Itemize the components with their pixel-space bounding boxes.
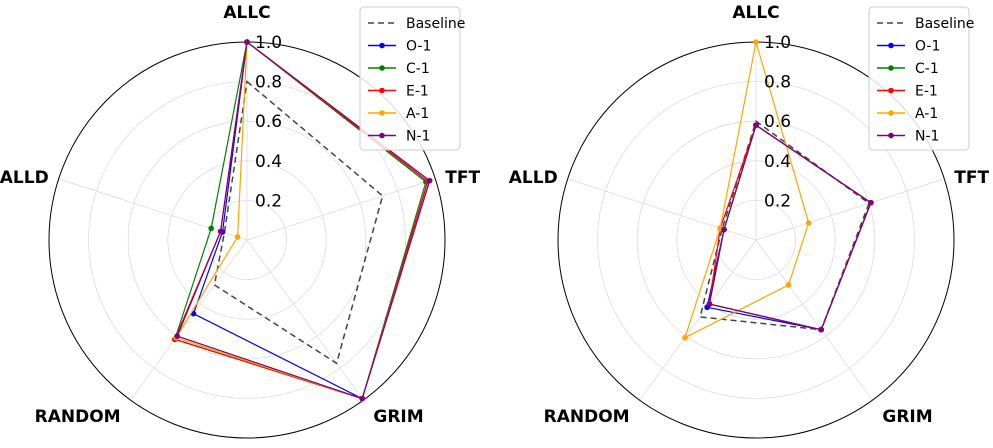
data-point-n-1	[818, 326, 824, 333]
legend-marker-o-1	[888, 42, 894, 49]
radar-chart-2: 0.2 0.4 0.6 0.8 1.0 ALLC TFT GRIM RANDOM ALLD Base…	[509, 3, 990, 439]
axis-label-random: RANDOM	[544, 407, 630, 427]
legend-label-e-1: E-1	[915, 84, 938, 100]
radial-tick-label: 0.4	[764, 152, 791, 172]
data-point-a-1	[753, 39, 759, 45]
radial-tick-label: 0.2	[255, 191, 282, 211]
data-point-n-1	[174, 333, 180, 339]
series-line-n-1	[708, 124, 872, 331]
radial-tick-label: 1.0	[764, 33, 791, 53]
series-line-n-1	[176, 40, 431, 400]
legend-label-o-1: O-1	[915, 39, 940, 55]
data-point-a-1	[234, 234, 241, 240]
grid-spoke	[755, 178, 945, 241]
data-point-a-1	[805, 220, 812, 226]
axis-label-random: RANDOM	[35, 407, 121, 427]
grid-spoke	[246, 239, 364, 401]
radial-tick-label: 0.6	[255, 112, 282, 132]
axis-label-tft: TFT	[445, 168, 480, 188]
grid-spoke	[130, 239, 248, 401]
radial-tick-label: 0.2	[764, 191, 791, 211]
data-point-n-1	[244, 39, 250, 45]
legend: Baseline O-1 C-1 E-1 A-1 N-1	[868, 6, 974, 151]
axis-label-allc: ALLC	[223, 3, 270, 23]
legend-label-c-1: C-1	[406, 61, 430, 77]
series-line-baseline	[699, 119, 870, 331]
data-point-n-1	[426, 177, 433, 184]
data-point-c-1	[208, 225, 215, 232]
legend-marker-e-1	[888, 87, 894, 94]
legend-box	[359, 6, 461, 151]
data-point-a-1	[682, 334, 688, 341]
grid-spoke	[58, 178, 248, 241]
axis-label-alld: ALLD	[509, 168, 558, 188]
data-point-n-1	[868, 199, 874, 206]
radial-tick-label: 0.8	[255, 73, 282, 93]
axis-label-grim: GRIM	[373, 407, 423, 427]
radial-tick-label: 0.8	[764, 73, 791, 93]
legend-label-a-1: A-1	[406, 106, 429, 122]
legend-marker-a-1	[888, 110, 894, 116]
legend-marker-c-1	[888, 65, 894, 71]
radial-tick-label: 0.4	[255, 152, 282, 172]
radar-chart-1: 0.2 0.4 0.6 0.8 1.0 ALLC TFT GRIM RANDOM ALLD Base…	[0, 3, 481, 439]
legend-label-baseline: Baseline	[915, 16, 974, 32]
legend-label-a-1: A-1	[915, 106, 938, 122]
legend-marker-n-1	[379, 132, 385, 139]
grid-spoke	[755, 239, 873, 401]
legend-marker-c-1	[379, 65, 385, 71]
data-point-a-1	[785, 282, 792, 288]
legend-marker-o-1	[379, 42, 385, 49]
grid-spoke	[639, 239, 757, 401]
legend-label-c-1: C-1	[915, 61, 939, 77]
radial-tick-label: 0.6	[764, 112, 791, 132]
legend-label-baseline: Baseline	[406, 16, 465, 32]
axis-label-grim: GRIM	[882, 407, 932, 427]
data-point-n-1	[706, 301, 713, 307]
axis-label-tft: TFT	[954, 168, 989, 188]
axis-label-allc: ALLC	[732, 3, 779, 23]
legend-marker-a-1	[379, 110, 385, 116]
legend-label-n-1: N-1	[915, 129, 939, 145]
series-line-baseline	[213, 80, 384, 365]
axis-label-alld: ALLD	[0, 168, 49, 188]
legend-label-o-1: O-1	[406, 39, 431, 55]
data-point-n-1	[359, 395, 366, 402]
grid-spoke	[246, 178, 436, 241]
data-point-n-1	[753, 122, 759, 128]
legend-label-e-1: E-1	[406, 84, 429, 100]
legend-marker-n-1	[888, 132, 894, 139]
series-line-a-1	[683, 41, 810, 339]
radial-tick-label: 1.0	[255, 33, 282, 53]
data-point-n-1	[217, 228, 224, 235]
legend-label-n-1: N-1	[406, 129, 430, 145]
legend-box	[868, 6, 970, 151]
legend-marker-e-1	[379, 87, 385, 94]
data-point-n-1	[721, 226, 727, 233]
legend: Baseline O-1 C-1 E-1 A-1 N-1	[359, 6, 465, 151]
